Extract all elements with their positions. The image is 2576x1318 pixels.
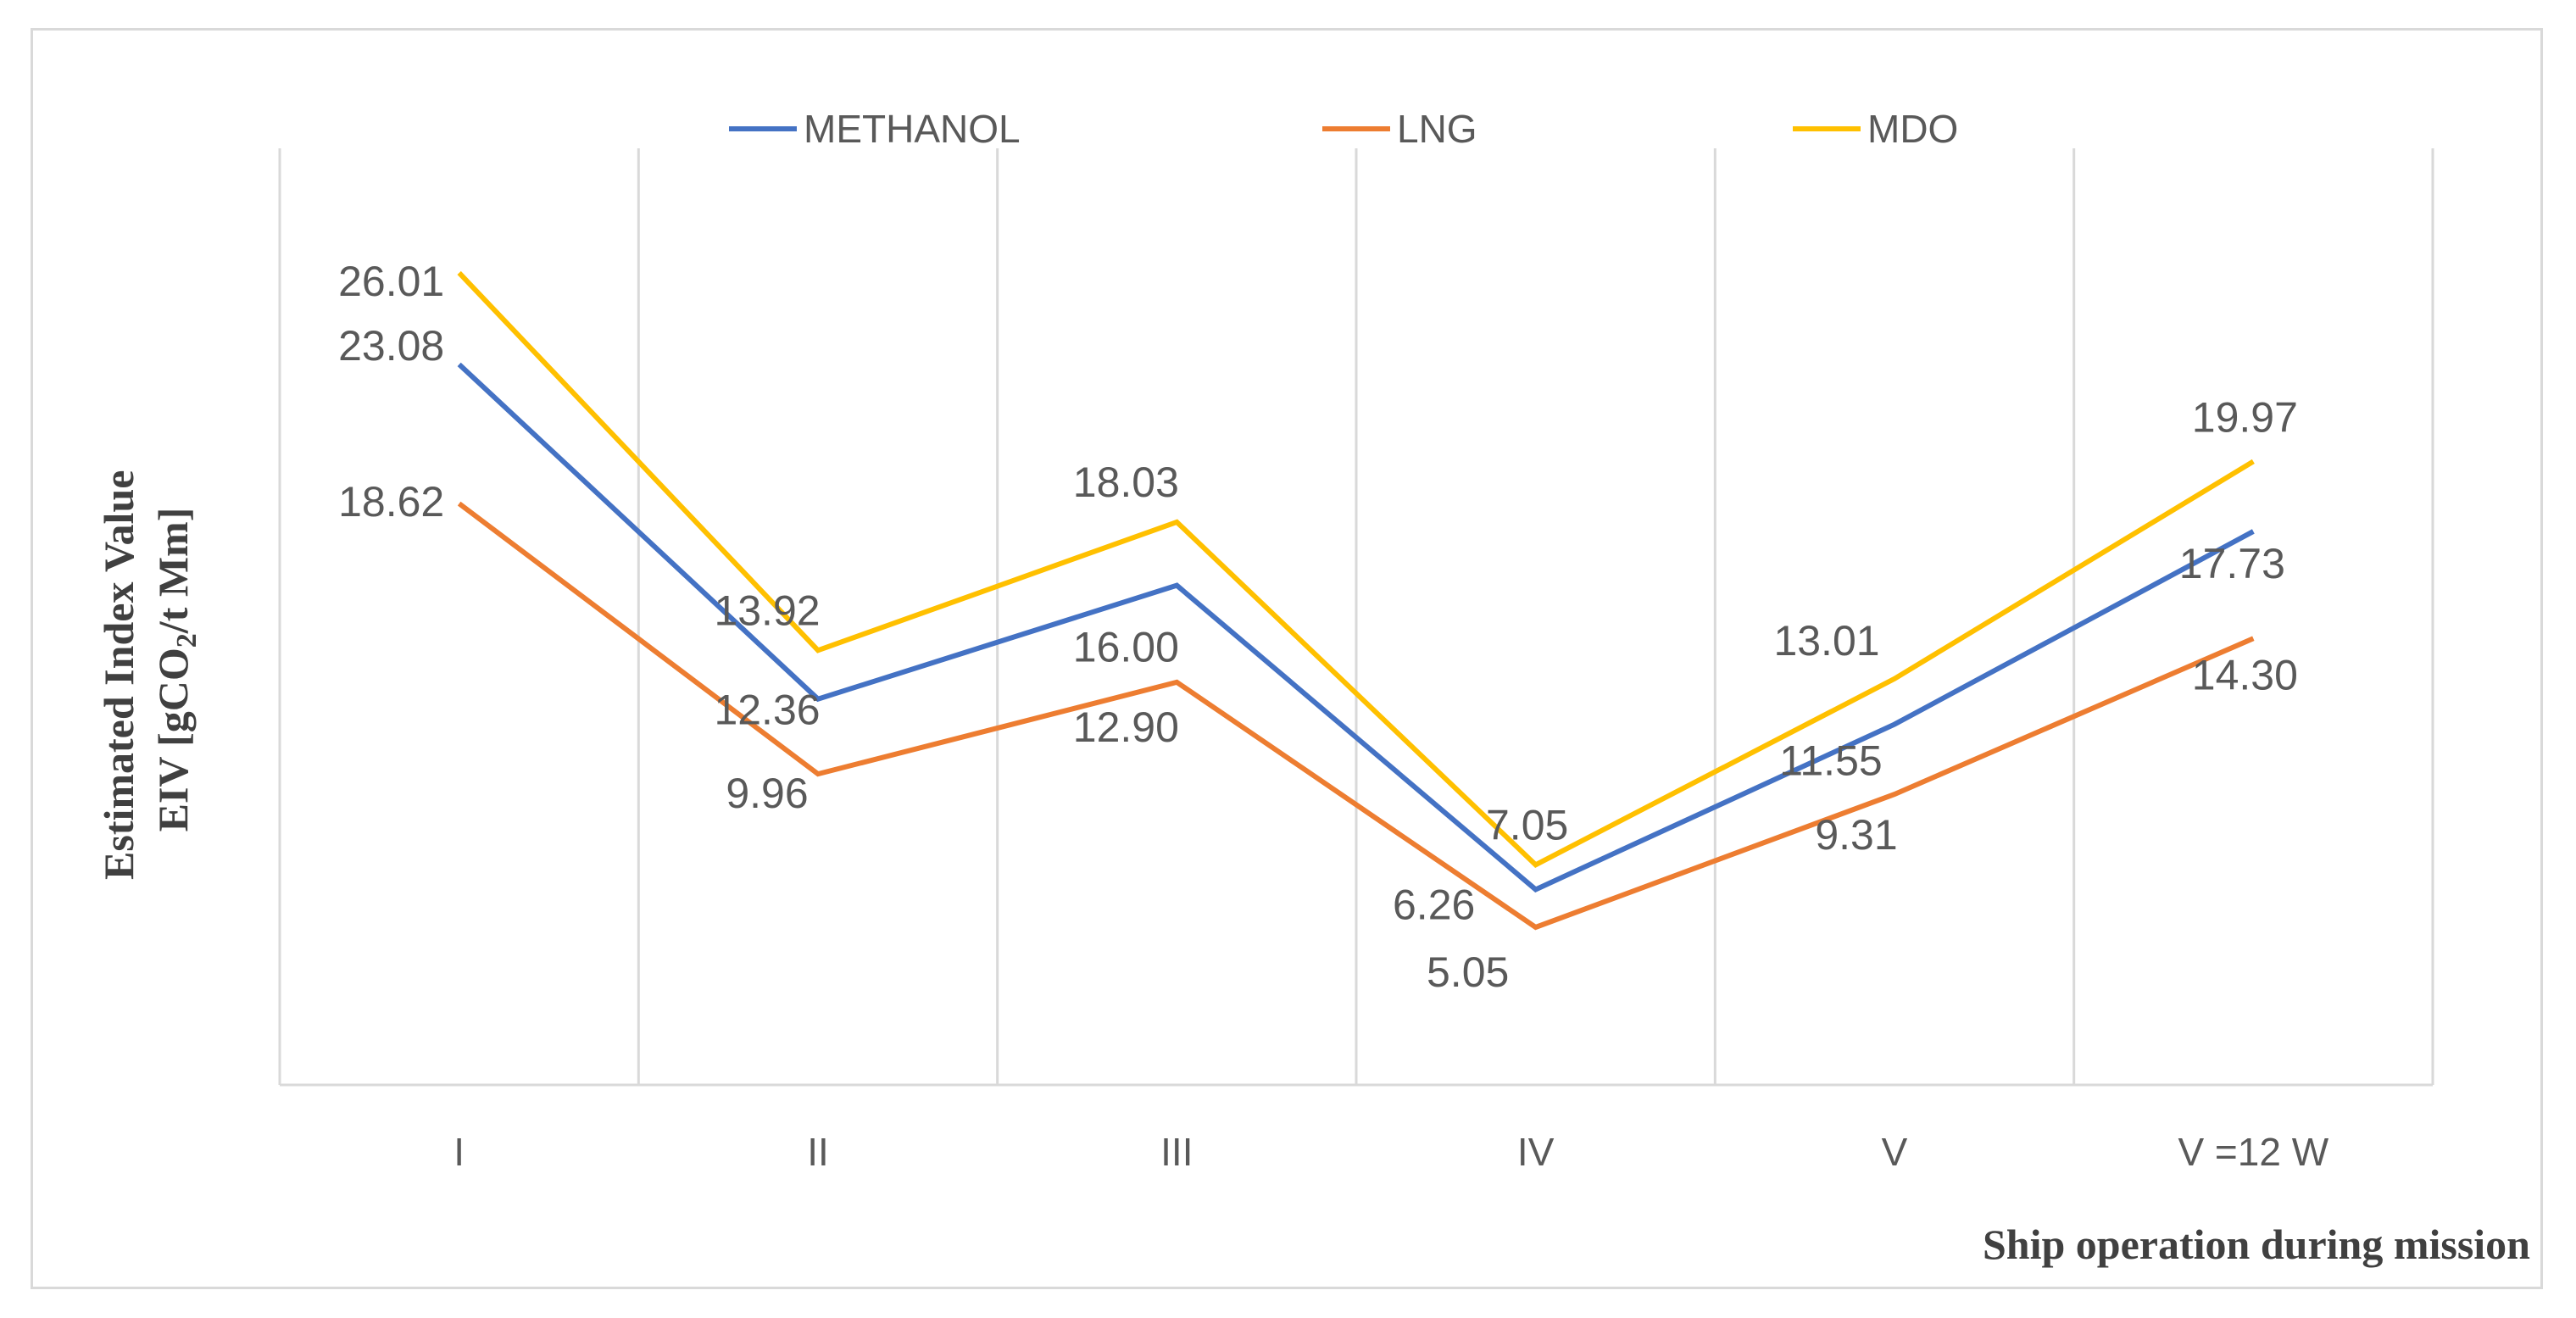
data-label-methanol: 23.08 [338,322,444,370]
data-label-lng: 14.30 [2192,651,2298,698]
x-tick-label: V =12 W [2178,1130,2328,1174]
series-line-lng [457,501,2255,931]
data-label-methanol: 11.55 [1779,737,1882,785]
data-label-mdo: 13.01 [1773,617,1879,665]
gridlines [278,148,2434,1085]
data-label-methanol: 6.26 [1393,881,1475,928]
data-label-methanol: 16.00 [1073,624,1179,671]
x-tick-label: IV [1517,1130,1555,1174]
data-label-methanol: 12.36 [714,687,820,734]
y-axis-title-line2: EIV [gCO2/t Mm] [149,508,203,832]
x-axis-title: Ship operation during mission [1983,1221,2530,1268]
data-label-mdo: 26.01 [338,258,444,305]
x-axis: I II III IV V V =12 W [280,1083,2433,1174]
data-label-lng: 9.96 [726,770,808,817]
series-line-mdo [457,270,2255,868]
legend-label: LNG [1397,107,1477,151]
series-line-methanol [457,362,2255,893]
data-label-mdo: 19.97 [2192,393,2298,441]
data-label-lng: 9.31 [1815,811,1897,859]
x-tick-label: I [453,1130,465,1174]
data-label-lng: 5.05 [1427,948,1509,996]
data-label-mdo: 7.05 [1486,801,1568,848]
data-label-methanol: 17.73 [2179,540,2285,587]
y-axis-title-line1: Estimated Index Value [95,470,142,880]
y-axis-title: Estimated Index Value EIV [gCO2/t Mm] [95,459,203,880]
data-label-mdo: 18.03 [1073,459,1179,506]
data-label-lng: 18.62 [338,478,444,526]
x-tick-label: II [807,1130,829,1174]
x-tick-label: III [1160,1130,1193,1174]
data-labels: 23.08 12.36 16.00 6.26 11.55 17.73 18.62 9.96 12… [338,258,2298,996]
data-label-mdo: 13.92 [714,587,820,634]
x-tick-label: V [1882,1130,1908,1174]
data-label-lng: 12.90 [1073,703,1179,751]
chart-frame [31,28,2543,1289]
legend-label: METHANOL [804,107,1021,151]
legend-label: MDO [1867,107,1958,151]
legend: METHANOL LNG MDO [729,107,1958,151]
series-lines [457,270,2255,931]
